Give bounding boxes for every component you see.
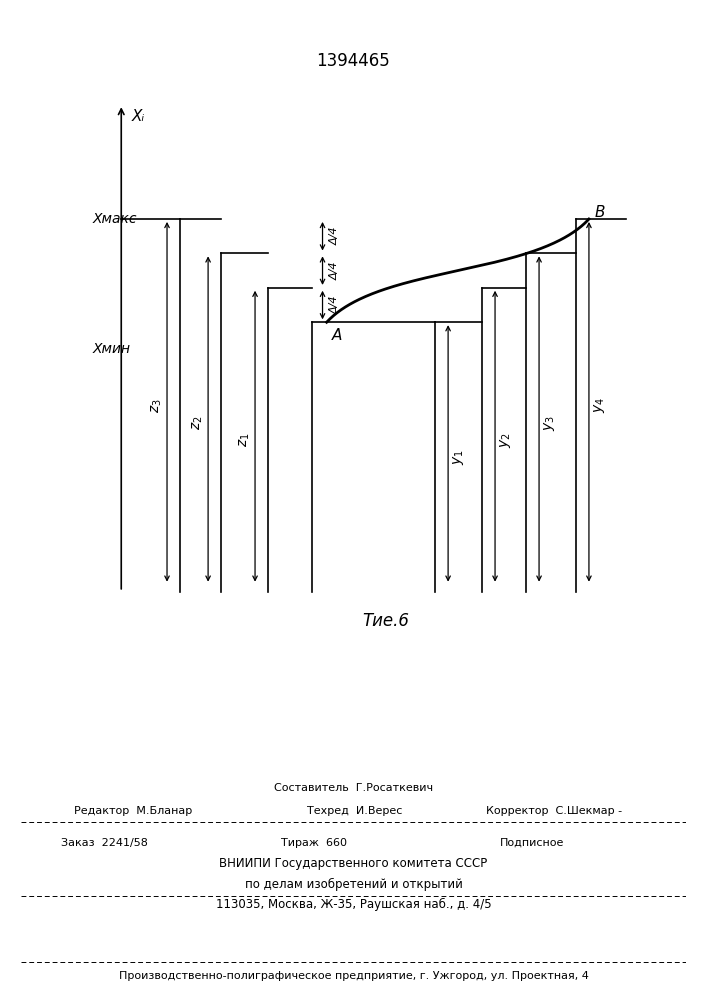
- Text: Δ/4: Δ/4: [330, 261, 340, 280]
- Text: ВНИИПИ Государственного комитета СССР: ВНИИПИ Государственного комитета СССР: [219, 857, 488, 870]
- Text: Корректор  С.Шекмар -: Корректор С.Шекмар -: [486, 806, 623, 816]
- Text: 1394465: 1394465: [317, 52, 390, 70]
- Text: 113035, Москва, Ж-35, Раушская наб., д. 4/5: 113035, Москва, Ж-35, Раушская наб., д. …: [216, 898, 491, 911]
- Text: Xᵢ: Xᵢ: [132, 109, 145, 124]
- Text: Δ/4: Δ/4: [330, 296, 340, 314]
- Text: $y_3$: $y_3$: [542, 415, 557, 431]
- Text: Xмин: Xмин: [93, 342, 132, 356]
- Text: Δ/4: Δ/4: [330, 227, 340, 245]
- Text: $y_2$: $y_2$: [498, 432, 513, 448]
- Text: Составитель  Г.Росаткевич: Составитель Г.Росаткевич: [274, 783, 433, 793]
- Text: Техред  И.Верес: Техред И.Верес: [307, 806, 402, 816]
- Text: $y_1$: $y_1$: [451, 449, 466, 465]
- Text: Заказ  2241/58: Заказ 2241/58: [61, 838, 148, 848]
- Text: по делам изобретений и открытий: по делам изобретений и открытий: [245, 878, 462, 891]
- Text: Тираж  660: Тираж 660: [281, 838, 346, 848]
- Text: Редактор  М.Бланар: Редактор М.Бланар: [74, 806, 192, 816]
- Text: Xмакс: Xмакс: [93, 212, 138, 226]
- Text: $y_4$: $y_4$: [592, 397, 607, 413]
- Text: A: A: [332, 328, 341, 343]
- Text: $z_3$: $z_3$: [149, 398, 163, 413]
- Text: Подписное: Подписное: [500, 838, 564, 848]
- Text: Производственно-полиграфическое предприятие, г. Ужгород, ул. Проектная, 4: Производственно-полиграфическое предприя…: [119, 971, 588, 981]
- Text: $z_1$: $z_1$: [238, 433, 252, 447]
- Text: Τие.6: Τие.6: [362, 612, 409, 630]
- Text: B: B: [595, 205, 605, 220]
- Text: $z_2$: $z_2$: [190, 415, 205, 430]
